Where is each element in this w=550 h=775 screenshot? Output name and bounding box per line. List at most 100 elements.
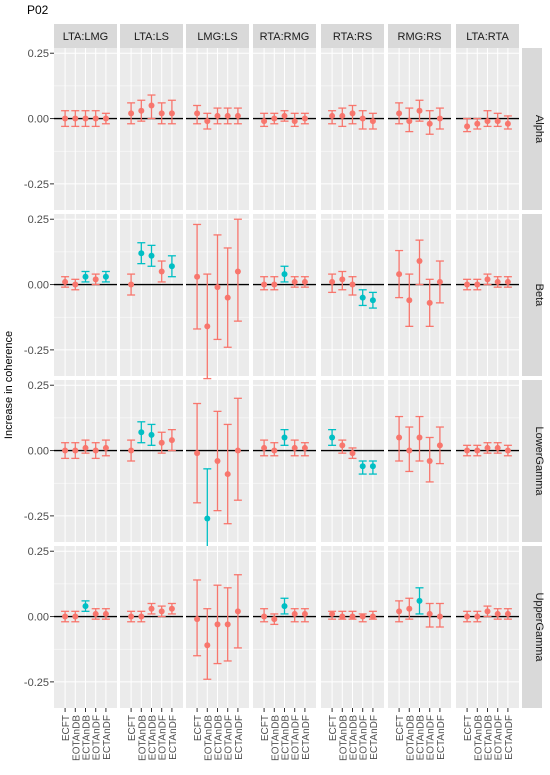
data-point [102,610,109,617]
x-tick-label: EOTAnDF [224,715,235,760]
data-point [416,434,423,441]
data-point [369,613,376,620]
data-point [72,281,79,288]
data-point [128,110,135,117]
data-point [494,278,501,285]
data-point [204,642,211,649]
x-tick-label: ECFT [127,715,138,741]
data-point [271,115,278,122]
data-point [82,115,89,122]
x-tick-label: EOTAnDF [158,715,169,760]
data-point [234,112,241,119]
data-point [359,463,366,470]
x-tick-label: EOTAnDB [203,715,214,761]
x-tick-label: EOTAnDF [426,715,437,760]
data-point [436,442,443,449]
y-tick-label: -0.25 [24,511,49,523]
data-point [426,610,433,617]
data-point [474,120,481,127]
y-tick-label: -0.25 [24,677,49,689]
row-strip [522,214,542,376]
x-tick-label: ECTAnDF [168,715,179,760]
data-point [291,118,298,125]
data-point [406,118,413,125]
row-strip-label: Alpha [533,115,545,144]
data-point [464,613,471,620]
x-tick-label: EOTAnDF [494,715,505,760]
x-tick-label: ECTAnDF [504,715,515,760]
data-point [261,118,268,125]
x-tick-label: ECTAnDB [484,715,495,761]
x-tick-label: ECFT [61,715,72,741]
data-point [406,447,413,454]
data-point [504,278,511,285]
data-point [329,112,336,119]
data-point [128,447,135,454]
data-point [359,115,366,122]
data-point [281,112,288,119]
data-point [92,610,99,617]
row-strip [522,48,542,210]
data-point [82,444,89,451]
data-point [474,613,481,620]
data-point [168,605,175,612]
data-point [416,258,423,265]
y-tick-label: 0.25 [28,48,49,60]
x-tick-label: ECTAnDF [102,715,113,760]
row-strip [522,546,542,708]
data-point [329,610,336,617]
column-strip [321,24,384,48]
data-point [72,115,79,122]
data-point [62,447,69,454]
x-tick-label: ECFT [395,715,406,741]
data-point [291,610,298,617]
column-strip [186,24,249,48]
data-point [224,621,231,628]
data-point [158,439,165,446]
data-point [301,278,308,285]
data-point [426,458,433,464]
row-strip-label: Beta [533,284,545,308]
data-point [281,271,288,278]
data-point [204,323,211,330]
data-point [62,613,69,620]
x-tick-label: EOTAnDB [473,715,484,761]
data-point [102,115,109,122]
data-point [158,268,165,275]
x-tick-label: EOTAnDB [71,715,82,761]
data-point [349,450,356,457]
data-point [138,107,145,114]
data-point [261,444,268,451]
data-point [224,112,231,119]
y-tick-label: 0.25 [28,214,49,226]
data-point [234,268,241,275]
data-point [494,118,501,125]
column-strip [120,24,183,48]
data-point [158,608,165,615]
y-tick-label: 0.00 [28,446,49,458]
x-tick-label: ECFT [260,715,271,741]
data-point [271,281,278,288]
data-point [194,616,201,623]
data-point [504,120,511,127]
data-point [234,447,241,454]
row-strip [522,380,542,542]
x-tick-label: EOTAnDF [92,715,103,760]
data-point [281,434,288,441]
y-tick-label: -0.25 [24,345,49,357]
data-point [339,112,346,119]
data-point [339,276,346,283]
x-tick-label: ECFT [328,715,339,741]
data-point [204,118,211,125]
data-point [158,110,165,117]
data-point [494,610,501,617]
data-point [214,284,221,291]
data-point [504,610,511,617]
data-point [396,110,403,117]
data-point [329,434,336,441]
data-point [464,281,471,288]
data-point [102,444,109,451]
column-strip-label: LTA:LS [134,31,169,43]
